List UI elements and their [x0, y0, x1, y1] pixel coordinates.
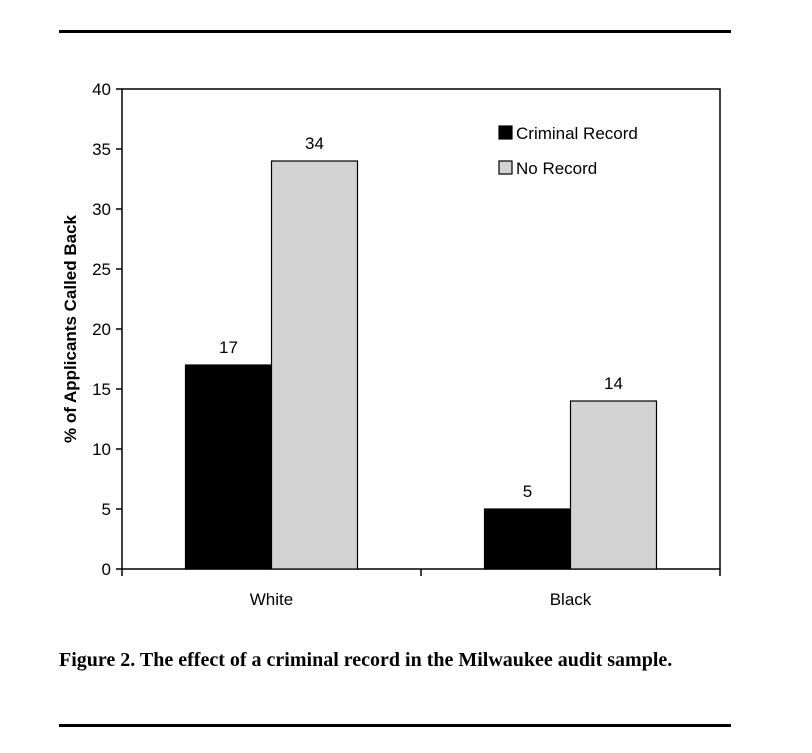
y-tick-label-20: 20 [92, 320, 111, 339]
legend: Criminal Record No Record [498, 124, 638, 178]
x-category-label-black: Black [550, 590, 592, 609]
data-label-white-criminal-record: 17 [219, 338, 238, 357]
bottom-rule [59, 724, 731, 727]
bar-black-no-record [569, 400, 658, 570]
bar-black-criminal-record [483, 508, 572, 570]
data-label-black-criminal-record: 5 [523, 482, 532, 501]
y-tick-label-15: 15 [92, 380, 111, 399]
y-tick-label-35: 35 [92, 140, 111, 159]
legend-swatch-no-record [498, 160, 513, 175]
y-axis: 0 5 10 15 20 25 30 35 40 [92, 80, 122, 579]
legend-swatch-criminal-record [498, 125, 513, 140]
x-axis: White Black [121, 569, 721, 609]
y-tick-label-40: 40 [92, 80, 111, 99]
x-category-label-white: White [250, 590, 293, 609]
legend-label-no-record: No Record [516, 159, 597, 178]
bar-white-criminal-record [184, 364, 273, 570]
y-tick-label-10: 10 [92, 440, 111, 459]
data-label-white-no-record: 34 [305, 134, 324, 153]
bar-chart: 0 5 10 15 20 25 30 35 40 White Black 17 34 5 14 Crim… [61, 80, 721, 609]
y-tick-label-25: 25 [92, 260, 111, 279]
y-tick-label-30: 30 [92, 200, 111, 219]
figure-caption: Figure 2. The effect of a criminal recor… [59, 649, 673, 671]
y-tick-label-5: 5 [102, 500, 111, 519]
y-tick-label-0: 0 [102, 560, 111, 579]
legend-label-criminal-record: Criminal Record [516, 124, 638, 143]
bar-white-no-record [270, 160, 359, 570]
y-axis-label: % of Applicants Called Back [61, 214, 80, 443]
data-label-black-no-record: 14 [604, 374, 623, 393]
bars: 17 34 5 14 [184, 134, 658, 570]
top-rule [59, 30, 731, 33]
